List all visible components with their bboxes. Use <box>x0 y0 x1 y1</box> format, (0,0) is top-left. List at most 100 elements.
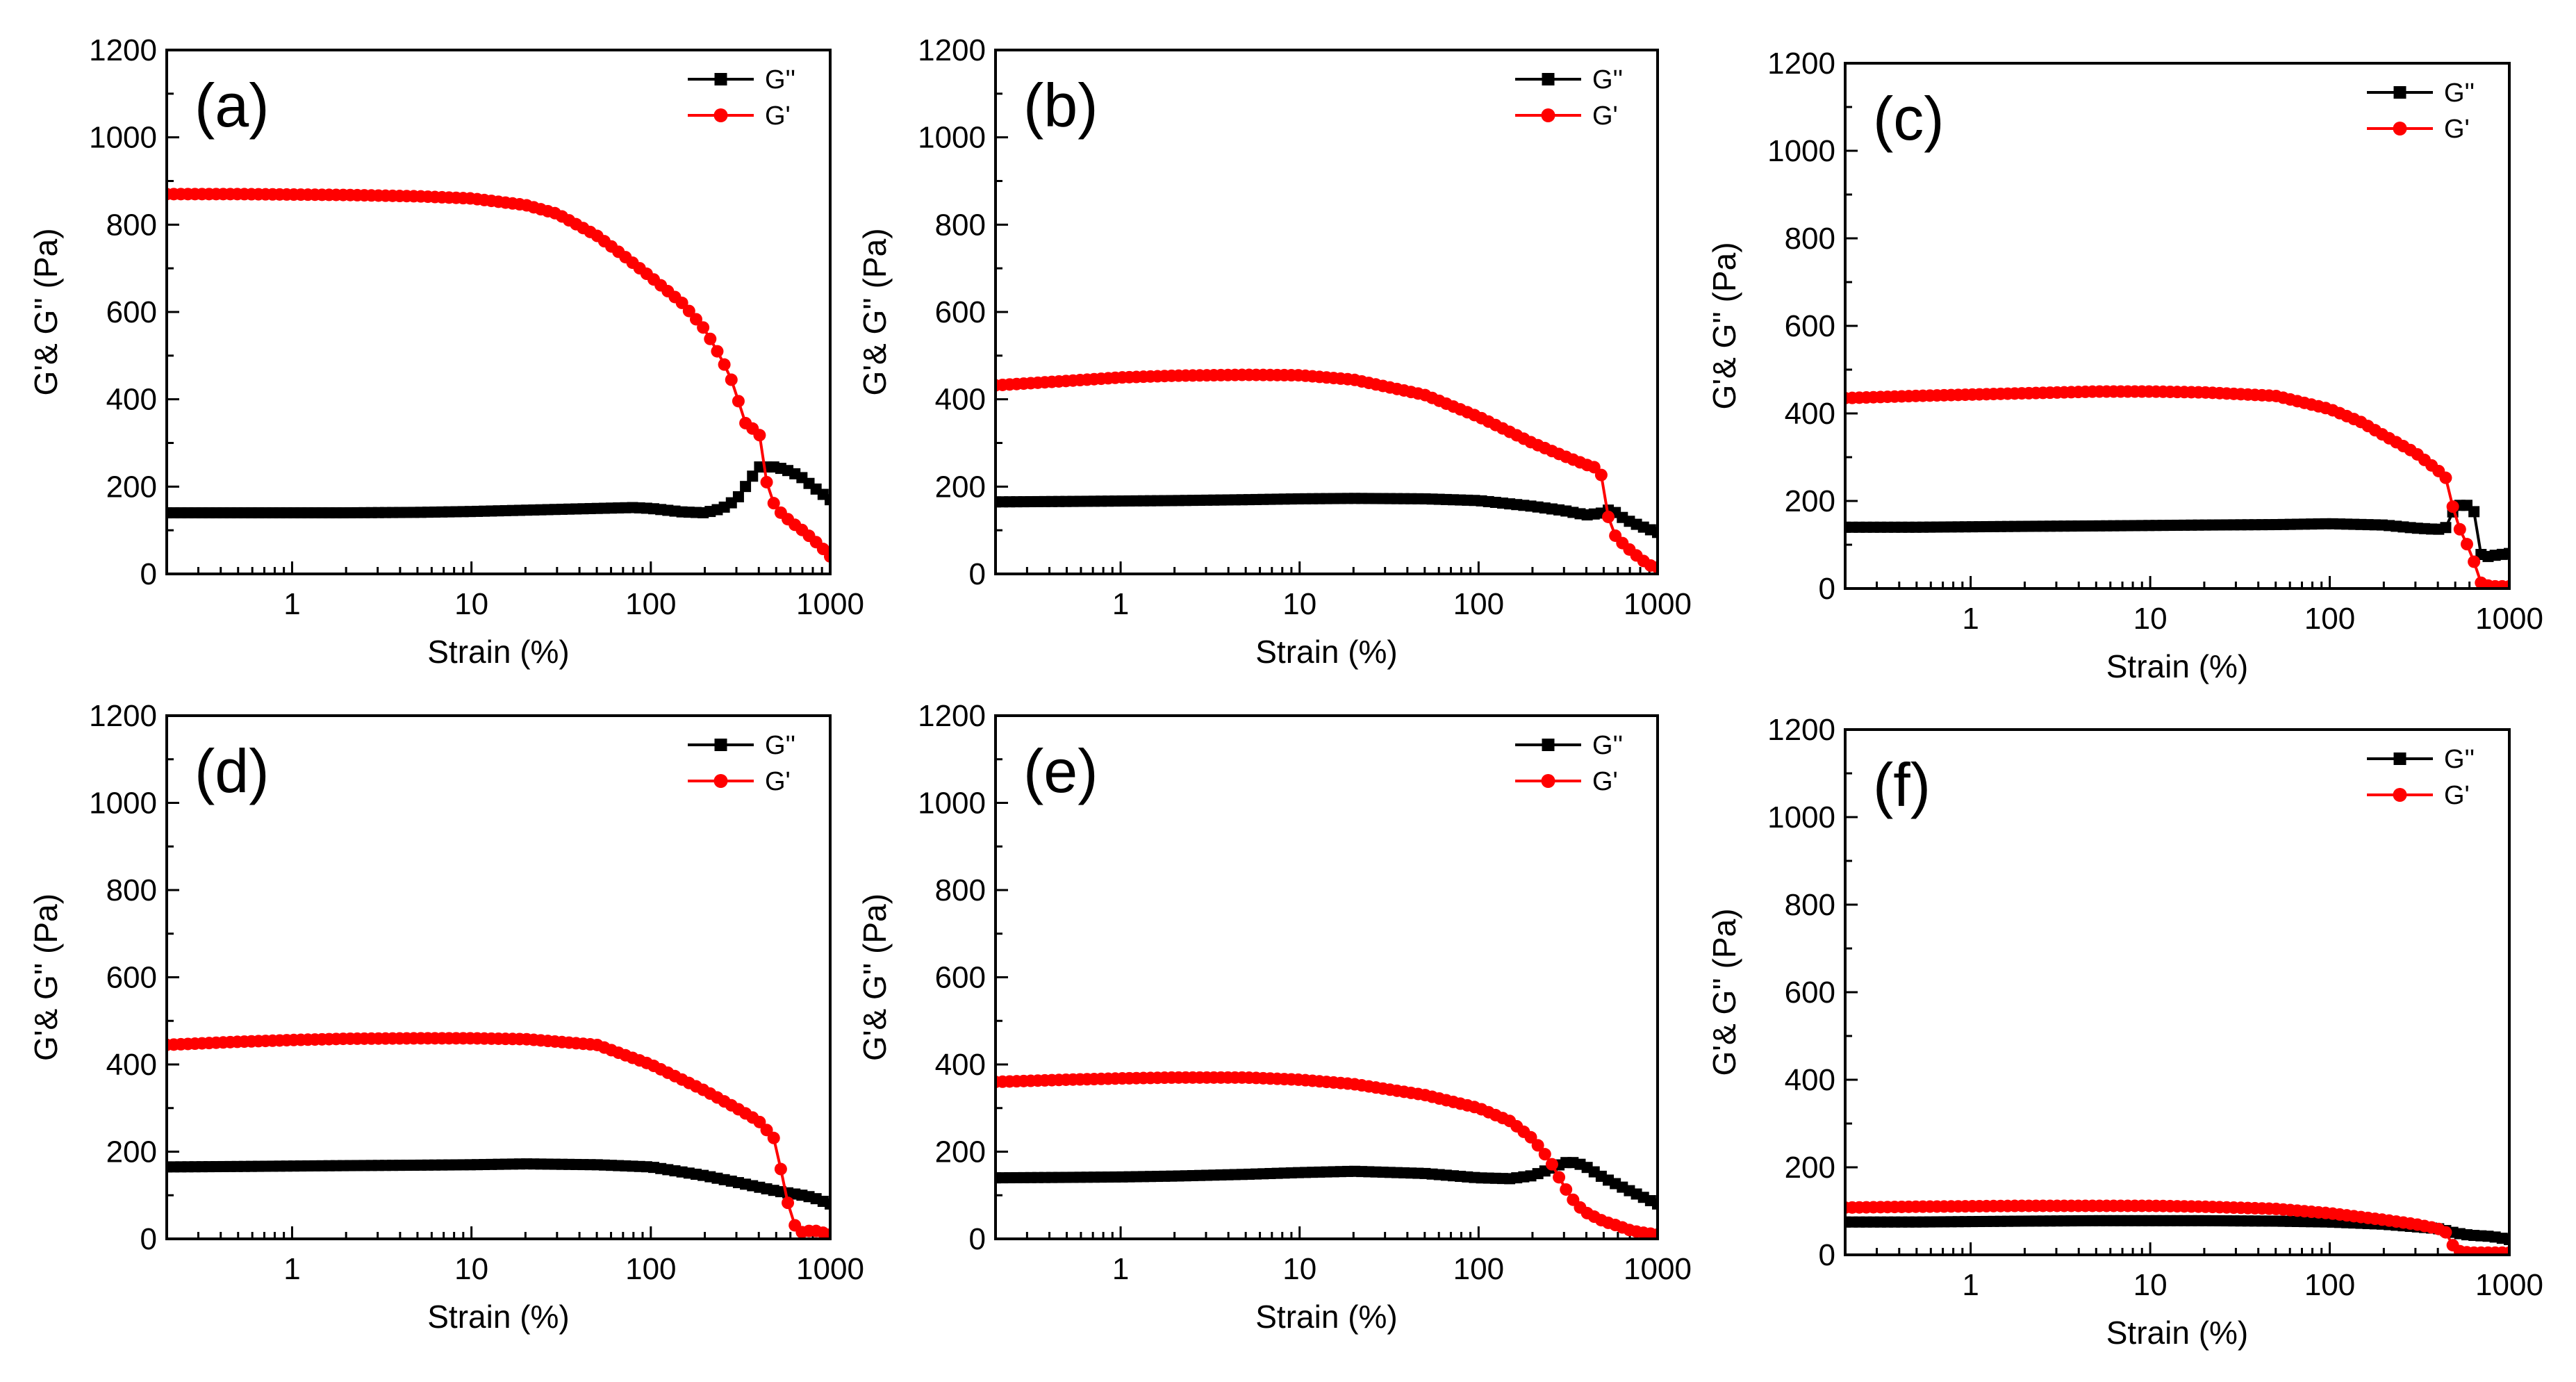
y-axis-title: G'& G'' (Pa) <box>1706 242 1742 409</box>
data-point-g-prime <box>2439 471 2452 484</box>
x-tick-label: 1 <box>1112 587 1129 621</box>
legend-label: G' <box>1592 101 1618 131</box>
y-tick-label: 800 <box>1785 888 1835 922</box>
legend-label: G'' <box>1592 65 1623 94</box>
data-point-g-prime <box>2503 579 2509 589</box>
x-tick-label: 10 <box>2133 602 2168 636</box>
axes-frame <box>165 714 832 1240</box>
y-tick-label: 800 <box>106 208 157 242</box>
data-point-g-double-prime <box>732 491 744 502</box>
data-point-g-prime <box>782 1196 795 1210</box>
x-axis-title: Strain (%) <box>2106 648 2248 684</box>
y-tick-label: 200 <box>106 1135 157 1169</box>
x-tick-label: 100 <box>2304 1268 2355 1302</box>
plot-area <box>1845 1199 2509 1255</box>
data-point-g-prime <box>767 497 780 510</box>
plot-area <box>996 368 1658 574</box>
data-point-g-prime <box>1538 1148 1551 1161</box>
legend-marker-circle <box>713 774 728 788</box>
panel-a: 0 200 400 600 800 1000 1200 1 10 100 1000 Strain (%… <box>28 33 864 670</box>
y-tick-label: 200 <box>935 470 986 504</box>
legend: G'' G' <box>1515 731 1623 796</box>
data-point-g-prime <box>689 313 702 326</box>
data-point-g-prime <box>1651 1228 1658 1239</box>
data-point-g-prime <box>1560 1183 1573 1196</box>
y-tick-label: 400 <box>106 383 157 417</box>
data-point-g-double-prime <box>1652 527 1658 538</box>
x-tick-label: 1000 <box>1624 1252 1692 1286</box>
x-tick-label: 10 <box>1282 587 1316 621</box>
series-line-g-prime <box>996 1076 1658 1236</box>
legend-marker-square <box>1542 739 1555 751</box>
data-point-g-double-prime <box>747 470 759 482</box>
x-tick-label: 1 <box>283 587 300 621</box>
y-tick-label: 800 <box>935 208 986 242</box>
y-tick-label: 0 <box>1819 572 1835 606</box>
y-tick-label: 1000 <box>1767 800 1835 834</box>
data-point-g-prime <box>824 1228 830 1239</box>
plot-area <box>996 1071 1658 1239</box>
y-tick-label: 0 <box>1819 1238 1835 1272</box>
legend-label: G'' <box>2444 745 2475 774</box>
data-point-g-double-prime <box>825 1198 830 1210</box>
data-point-g-prime <box>2453 523 2466 536</box>
data-point-g-prime <box>753 429 766 442</box>
x-tick-label: 100 <box>1453 1252 1504 1286</box>
data-point-g-prime <box>1651 561 1658 574</box>
x-tick-label: 1 <box>1112 1252 1129 1286</box>
y-tick-label: 0 <box>140 1222 157 1256</box>
x-tick-label: 1 <box>283 1252 300 1286</box>
y-axis-title: G'& G'' (Pa) <box>1706 908 1742 1076</box>
y-tick-label: 400 <box>1785 1063 1835 1097</box>
y-tick-label: 1000 <box>918 121 986 155</box>
data-point-g-double-prime <box>825 494 830 506</box>
y-tick-label: 200 <box>1785 1151 1835 1185</box>
y-tick-label: 200 <box>935 1135 986 1169</box>
x-tick-label: 1000 <box>2475 602 2543 636</box>
y-tick-label: 0 <box>969 557 986 591</box>
y-tick-label: 1200 <box>918 699 986 733</box>
y-axis-title: G'& G'' (Pa) <box>28 228 64 395</box>
panel-f: 0 200 400 600 800 1000 1200 1 10 100 1000 Strain (%… <box>1706 713 2543 1351</box>
y-tick-label: 400 <box>935 1048 986 1082</box>
legend-marker-square <box>714 73 727 85</box>
data-point-g-prime <box>1594 468 1608 482</box>
legend: G'' G' <box>2367 79 2475 144</box>
legend-label: G' <box>1592 767 1618 796</box>
data-point-g-double-prime <box>2468 506 2480 518</box>
legend-label: G' <box>2444 781 2470 810</box>
x-tick-label: 1 <box>1962 602 1979 636</box>
axes-frame <box>1844 728 2511 1256</box>
x-tick-label: 100 <box>625 587 676 621</box>
data-point-g-prime <box>1553 1171 1566 1184</box>
data-point-g-double-prime <box>2440 522 2452 534</box>
y-axis-title: G'& G'' (Pa) <box>857 894 893 1061</box>
x-tick-label: 1000 <box>2475 1268 2543 1302</box>
data-point-g-prime <box>1524 1130 1537 1144</box>
data-point-g-prime <box>711 345 724 358</box>
series-line-g-prime <box>167 1037 830 1236</box>
data-point-g-prime <box>682 304 695 318</box>
y-tick-label: 1000 <box>89 121 157 155</box>
x-tick-label: 1000 <box>1624 587 1692 621</box>
legend-label: G'' <box>765 731 795 760</box>
data-point-g-prime <box>704 332 717 345</box>
data-point-g-prime <box>725 373 738 386</box>
y-tick-label: 600 <box>935 961 986 995</box>
panel-label: (a) <box>195 71 270 140</box>
x-tick-label: 100 <box>625 1252 676 1286</box>
legend-label: G'' <box>2444 79 2475 108</box>
data-point-g-prime <box>718 358 731 371</box>
y-tick-label: 1200 <box>1767 713 1835 747</box>
data-point-g-prime <box>2460 538 2473 551</box>
y-tick-label: 1200 <box>1767 47 1835 81</box>
y-tick-label: 1000 <box>1767 134 1835 168</box>
legend: G'' G' <box>688 731 795 796</box>
legend-marker-square <box>714 739 727 751</box>
y-tick-label: 200 <box>1785 484 1835 518</box>
legend-label: G' <box>765 101 791 131</box>
legend: G'' G' <box>1515 65 1623 131</box>
x-tick-label: 10 <box>2133 1268 2168 1302</box>
y-tick-label: 600 <box>106 961 157 995</box>
